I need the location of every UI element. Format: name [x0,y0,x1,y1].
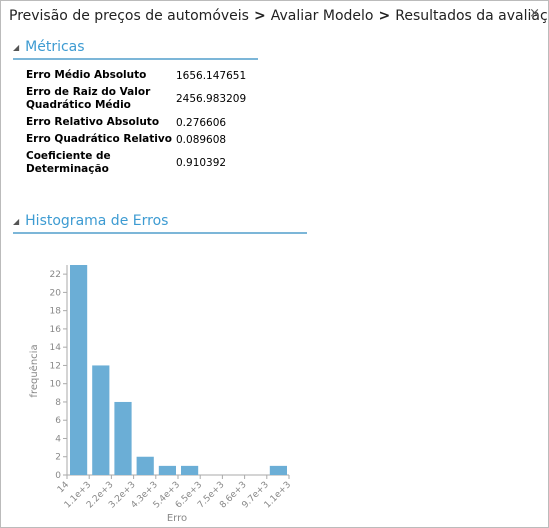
x-axis-label: Erro [167,513,187,524]
crumb[interactable]: Previsão de preços de automóveis [9,8,249,24]
y-tick-label: 2 [55,453,61,463]
bar [269,465,287,475]
bar [92,365,110,475]
y-tick-label: 10 [50,380,62,390]
breadcrumb: Previsão de preços de automóveis > Avaliar… [9,8,549,24]
bar [136,456,154,475]
section-title: Métricas [25,39,85,55]
y-tick-label: 12 [50,361,61,371]
section-header[interactable]: ◢ Métricas [13,39,258,60]
y-tick-label: 22 [50,270,61,280]
chart: 0246810121416182022141.1e+32.2e+33.2e+34… [28,265,293,524]
crumb: Resultados da avaliação [395,8,549,24]
metric-value: 0.910392 [176,157,227,169]
y-tick-label: 4 [55,434,61,444]
metric-name: Coeficiente de Determinação [26,150,111,175]
y-tick-label: 20 [50,288,62,298]
metric-value: 2456.983209 [176,93,247,105]
metric-row: Erro Relativo Absoluto 0.276606 [26,114,246,131]
y-tick-label: 18 [50,307,62,317]
bar [158,465,176,475]
metric-value: 1656.147651 [176,69,247,82]
metrics-table: Erro Médio Absoluto 1656.147651 Erro de Ra… [26,67,246,178]
y-axis-label: frequência [28,344,40,397]
metric-name: Erro Quadrático Relativo [26,133,172,145]
x-tick-label: 14 [56,480,71,495]
y-tick-label: 8 [55,398,61,408]
metric-row: Erro de Raiz do Valor Quadrático Médio 24… [26,84,246,114]
close-button[interactable]: × [529,6,540,21]
crumb[interactable]: Avaliar Modelo [270,8,374,24]
bar [114,401,132,475]
metric-name: Erro de Raiz do Valor Quadrático Médio [26,86,151,111]
metric-name: Erro Relativo Absoluto [26,116,160,128]
section-title: Histograma de Erros [25,213,169,229]
y-tick-label: 16 [50,325,62,335]
metric-value: 0.276606 [176,116,227,129]
metric-row: Coeficiente de Determinação 0.910392 [26,148,246,178]
section-header[interactable]: ◢ Histograma de Erros [13,213,307,234]
bar [70,265,88,475]
metric-value: 0.089608 [176,133,227,146]
metric-row: Erro Médio Absoluto 1656.147651 [26,67,246,84]
metric-row: Erro Quadrático Relativo 0.089608 [26,131,246,148]
metric-name: Erro Médio Absoluto [26,69,147,81]
y-tick-label: 0 [55,471,61,481]
y-tick-label: 6 [55,416,61,426]
bar [181,465,199,475]
y-tick-label: 14 [50,343,62,353]
